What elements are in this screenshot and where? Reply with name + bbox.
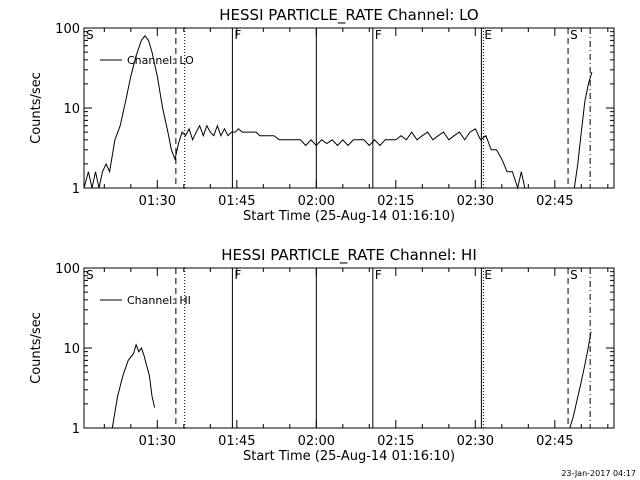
event-marker-label: S xyxy=(86,268,94,282)
series-line xyxy=(83,34,526,190)
chart-title: HESSI PARTICLE_RATE Channel: LO xyxy=(219,6,478,25)
x-tick-label: 02:15 xyxy=(377,434,414,449)
y-tick-label: 1 xyxy=(72,182,80,197)
event-marker-label: F xyxy=(234,268,241,282)
footer-timestamp: 23-Jan-2017 04:17 xyxy=(561,469,636,478)
series-line xyxy=(573,72,593,189)
x-axis-label: Start Time (25-Aug-14 01:16:10) xyxy=(243,209,455,224)
x-tick-label: 02:30 xyxy=(457,434,494,449)
x-tick-label: 01:30 xyxy=(139,434,176,449)
x-axis-label: Start Time (25-Aug-14 01:16:10) xyxy=(243,449,455,464)
event-marker-label: F xyxy=(234,28,241,42)
series-line xyxy=(569,331,592,429)
y-tick-label: 10 xyxy=(63,342,80,357)
x-tick-label: 02:45 xyxy=(536,194,573,209)
y-tick-label: 1 xyxy=(72,422,80,437)
plot-frame xyxy=(83,27,615,189)
y-tick-label: 100 xyxy=(55,22,80,37)
x-tick-label: 02:15 xyxy=(377,194,414,209)
y-axis-label: Counts/sec xyxy=(29,72,44,144)
x-tick-label: 02:00 xyxy=(298,434,335,449)
event-marker-label: S xyxy=(570,268,578,282)
event-marker-label: F xyxy=(375,28,382,42)
legend-label: Channel: HI xyxy=(127,294,191,307)
y-tick-label: 10 xyxy=(63,102,80,117)
chart-title: HESSI PARTICLE_RATE Channel: HI xyxy=(221,246,477,265)
event-marker-label: F xyxy=(375,268,382,282)
legend-label: Channel: LO xyxy=(127,54,194,67)
plot-frame xyxy=(83,267,615,429)
x-tick-label: 02:45 xyxy=(536,434,573,449)
event-marker-label: E xyxy=(484,268,492,282)
x-tick-label: 02:00 xyxy=(298,194,335,209)
x-tick-label: 01:45 xyxy=(218,194,255,209)
x-tick-label: 01:45 xyxy=(218,434,255,449)
x-tick-label: 02:30 xyxy=(457,194,494,209)
event-marker-label: E xyxy=(484,28,492,42)
y-axis-label: Counts/sec xyxy=(29,312,44,384)
series-line xyxy=(111,343,156,429)
event-marker-label: S xyxy=(86,28,94,42)
event-marker-label: S xyxy=(570,28,578,42)
x-tick-label: 01:30 xyxy=(139,194,176,209)
y-tick-label: 100 xyxy=(55,262,80,277)
